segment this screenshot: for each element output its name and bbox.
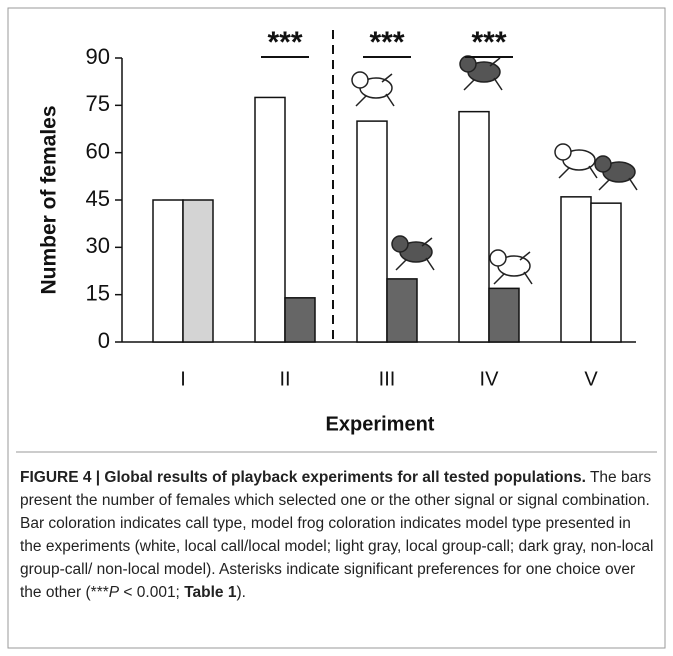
x-tick-label: IV	[480, 368, 500, 390]
bar	[591, 203, 621, 342]
caption-text: ).	[236, 584, 245, 601]
bar	[489, 288, 519, 342]
bar	[459, 112, 489, 342]
caption-p: P	[109, 584, 119, 601]
x-tick-label: V	[584, 368, 598, 390]
x-tick-label: I	[180, 368, 186, 390]
caption-stars: ***	[91, 584, 109, 601]
y-tick-label: 45	[86, 186, 110, 211]
x-tick-label: II	[279, 368, 290, 390]
x-axis-label: Experiment	[326, 413, 435, 435]
significance: ***	[369, 26, 404, 59]
bar	[357, 121, 387, 342]
caption: FIGURE 4 | Global results of playback ex…	[20, 466, 656, 604]
bar	[387, 279, 417, 342]
bar	[285, 298, 315, 342]
caption-body: The bars present the number of females w…	[20, 469, 654, 601]
figure: Number of females Experiment 0 15 30 45 60 75…	[0, 0, 673, 656]
y-tick-label: 75	[86, 91, 110, 116]
significance: ***	[471, 26, 506, 59]
caption-table-ref: Table 1	[184, 584, 236, 601]
y-tick-label: 0	[98, 328, 110, 353]
y-tick-label: 30	[86, 233, 110, 258]
y-tick-label: 60	[86, 138, 110, 163]
significance: ***	[267, 26, 302, 59]
y-tick-label: 15	[86, 280, 110, 305]
x-tick-label: III	[379, 368, 396, 390]
bar	[561, 197, 591, 342]
bar	[183, 200, 213, 342]
caption-title: FIGURE 4 | Global results of playback ex…	[20, 469, 586, 486]
y-tick-label: 90	[86, 44, 110, 69]
bar	[255, 97, 285, 342]
y-axis-label: Number of females	[38, 105, 61, 294]
bar	[153, 200, 183, 342]
caption-text: < 0.001;	[119, 584, 184, 601]
